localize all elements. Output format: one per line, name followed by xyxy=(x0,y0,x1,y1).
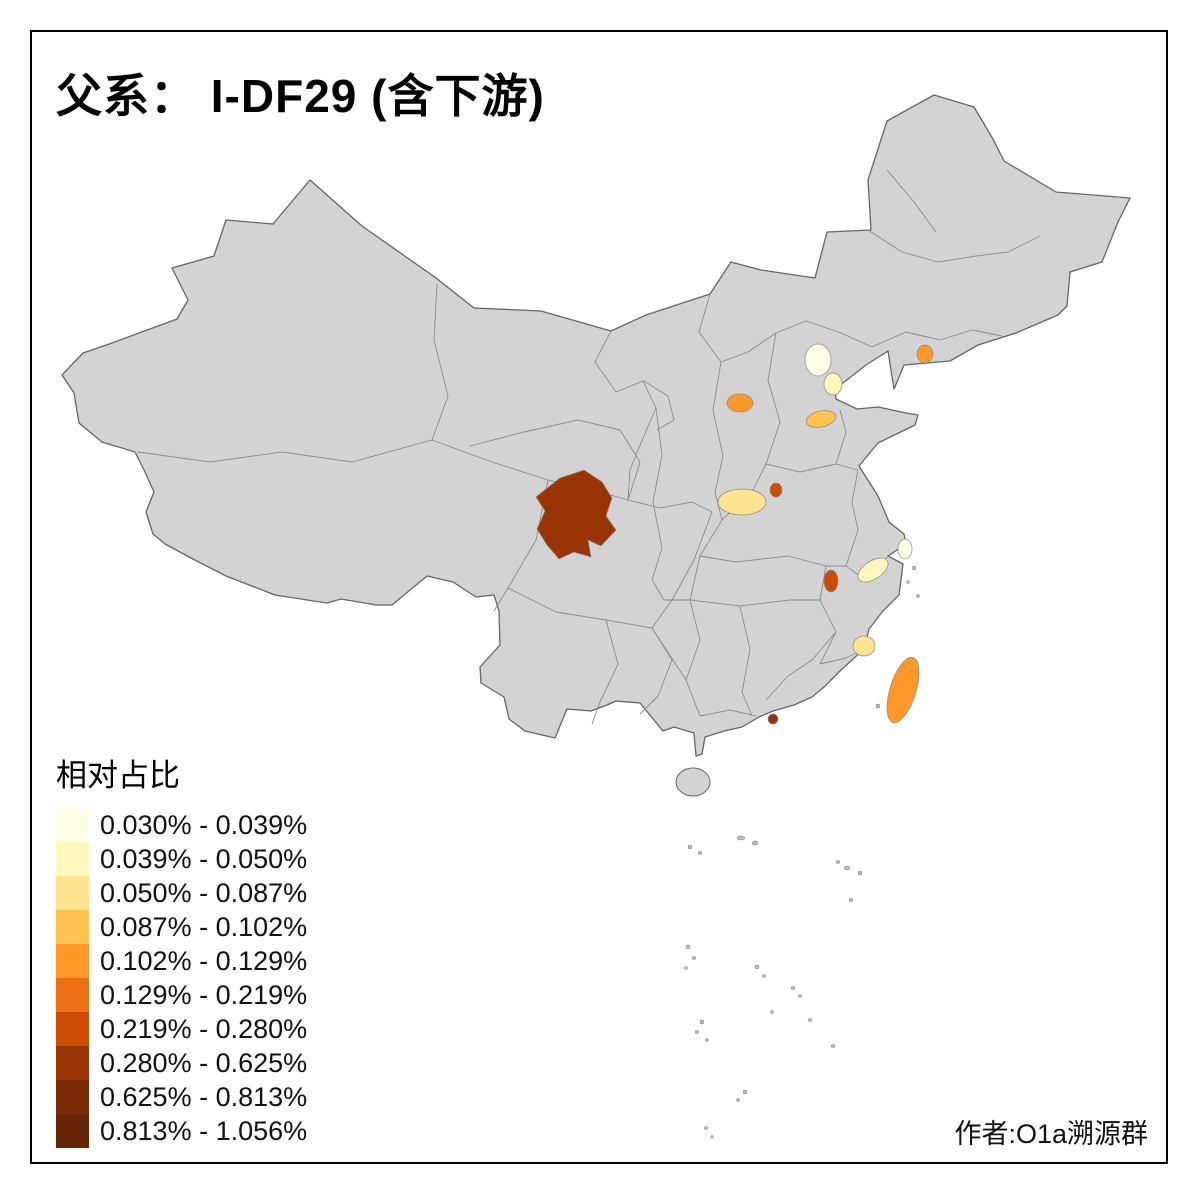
legend-range-label: 0.050% - 0.087% xyxy=(100,877,308,908)
province-borders xyxy=(137,169,1041,725)
map-region-highlight xyxy=(717,488,767,516)
legend-row: 0.030% - 0.039% xyxy=(56,808,307,842)
map-region-highlight xyxy=(857,557,889,583)
legend-color-swatch xyxy=(56,910,89,944)
legend-range-label: 0.129% - 0.219% xyxy=(100,979,308,1010)
legend-range-label: 0.039% - 0.050% xyxy=(100,843,308,874)
map-region-highlight xyxy=(726,393,754,413)
map-title: 父系： I-DF29 (含下游) xyxy=(56,70,545,122)
map-region-highlight xyxy=(823,372,843,396)
hainan-island xyxy=(675,767,711,797)
author-credit: 作者:O1a溯源群 xyxy=(954,1119,1148,1149)
legend-color-swatch xyxy=(56,1080,89,1114)
legend-color-swatch xyxy=(56,842,89,876)
legend-row: 0.219% - 0.280% xyxy=(56,1012,307,1046)
legend-range-label: 0.030% - 0.039% xyxy=(100,809,308,840)
china-mainland-outline xyxy=(61,94,1131,757)
legend-range-label: 0.280% - 0.625% xyxy=(100,1047,308,1078)
map-region-highlight xyxy=(767,713,779,725)
highlighted-regions xyxy=(535,343,934,725)
legend-range-label: 0.813% - 1.056% xyxy=(100,1115,308,1146)
map-region-highlight xyxy=(823,569,839,593)
legend-color-swatch xyxy=(56,876,89,910)
legend-color-swatch xyxy=(56,808,89,842)
legend-row: 0.280% - 0.625% xyxy=(56,1046,307,1080)
map-region-highlight xyxy=(805,410,837,428)
map-region-highlight xyxy=(535,469,617,560)
legend-title: 相对占比 xyxy=(56,758,180,793)
map-region-highlight xyxy=(897,538,913,560)
map-region-highlight xyxy=(769,482,783,498)
legend-row: 0.087% - 0.102% xyxy=(56,910,307,944)
legend-range-label: 0.102% - 0.129% xyxy=(100,945,308,976)
legend-row: 0.102% - 0.129% xyxy=(56,944,307,978)
map-region-highlight xyxy=(886,656,920,724)
legend-row: 0.039% - 0.050% xyxy=(56,842,307,876)
legend-color-swatch xyxy=(56,978,89,1012)
legend-color-swatch xyxy=(56,1114,89,1148)
legend-range-label: 0.219% - 0.280% xyxy=(100,1013,308,1044)
legend-range-label: 0.087% - 0.102% xyxy=(100,911,308,942)
legend-row: 0.813% - 1.056% xyxy=(56,1114,307,1148)
legend-color-swatch xyxy=(56,1046,89,1080)
legend-rows: 0.030% - 0.039% 0.039% - 0.050% 0.050% - 0… xyxy=(56,808,307,1148)
map-region-highlight xyxy=(852,635,876,657)
legend-color-swatch xyxy=(56,1012,89,1046)
legend-range-label: 0.625% - 0.813% xyxy=(100,1081,308,1112)
legend-color-swatch xyxy=(56,944,89,978)
legend-row: 0.050% - 0.087% xyxy=(56,876,307,910)
legend: 相对占比 0.030% - 0.039% 0.039% - 0.050% 0.050… xyxy=(56,750,307,1148)
legend-row: 0.129% - 0.219% xyxy=(56,978,307,1012)
south-china-sea-islands xyxy=(684,565,920,1139)
map-region-highlight xyxy=(804,343,832,377)
map-region-highlight xyxy=(916,344,934,364)
legend-row: 0.625% - 0.813% xyxy=(56,1080,307,1114)
